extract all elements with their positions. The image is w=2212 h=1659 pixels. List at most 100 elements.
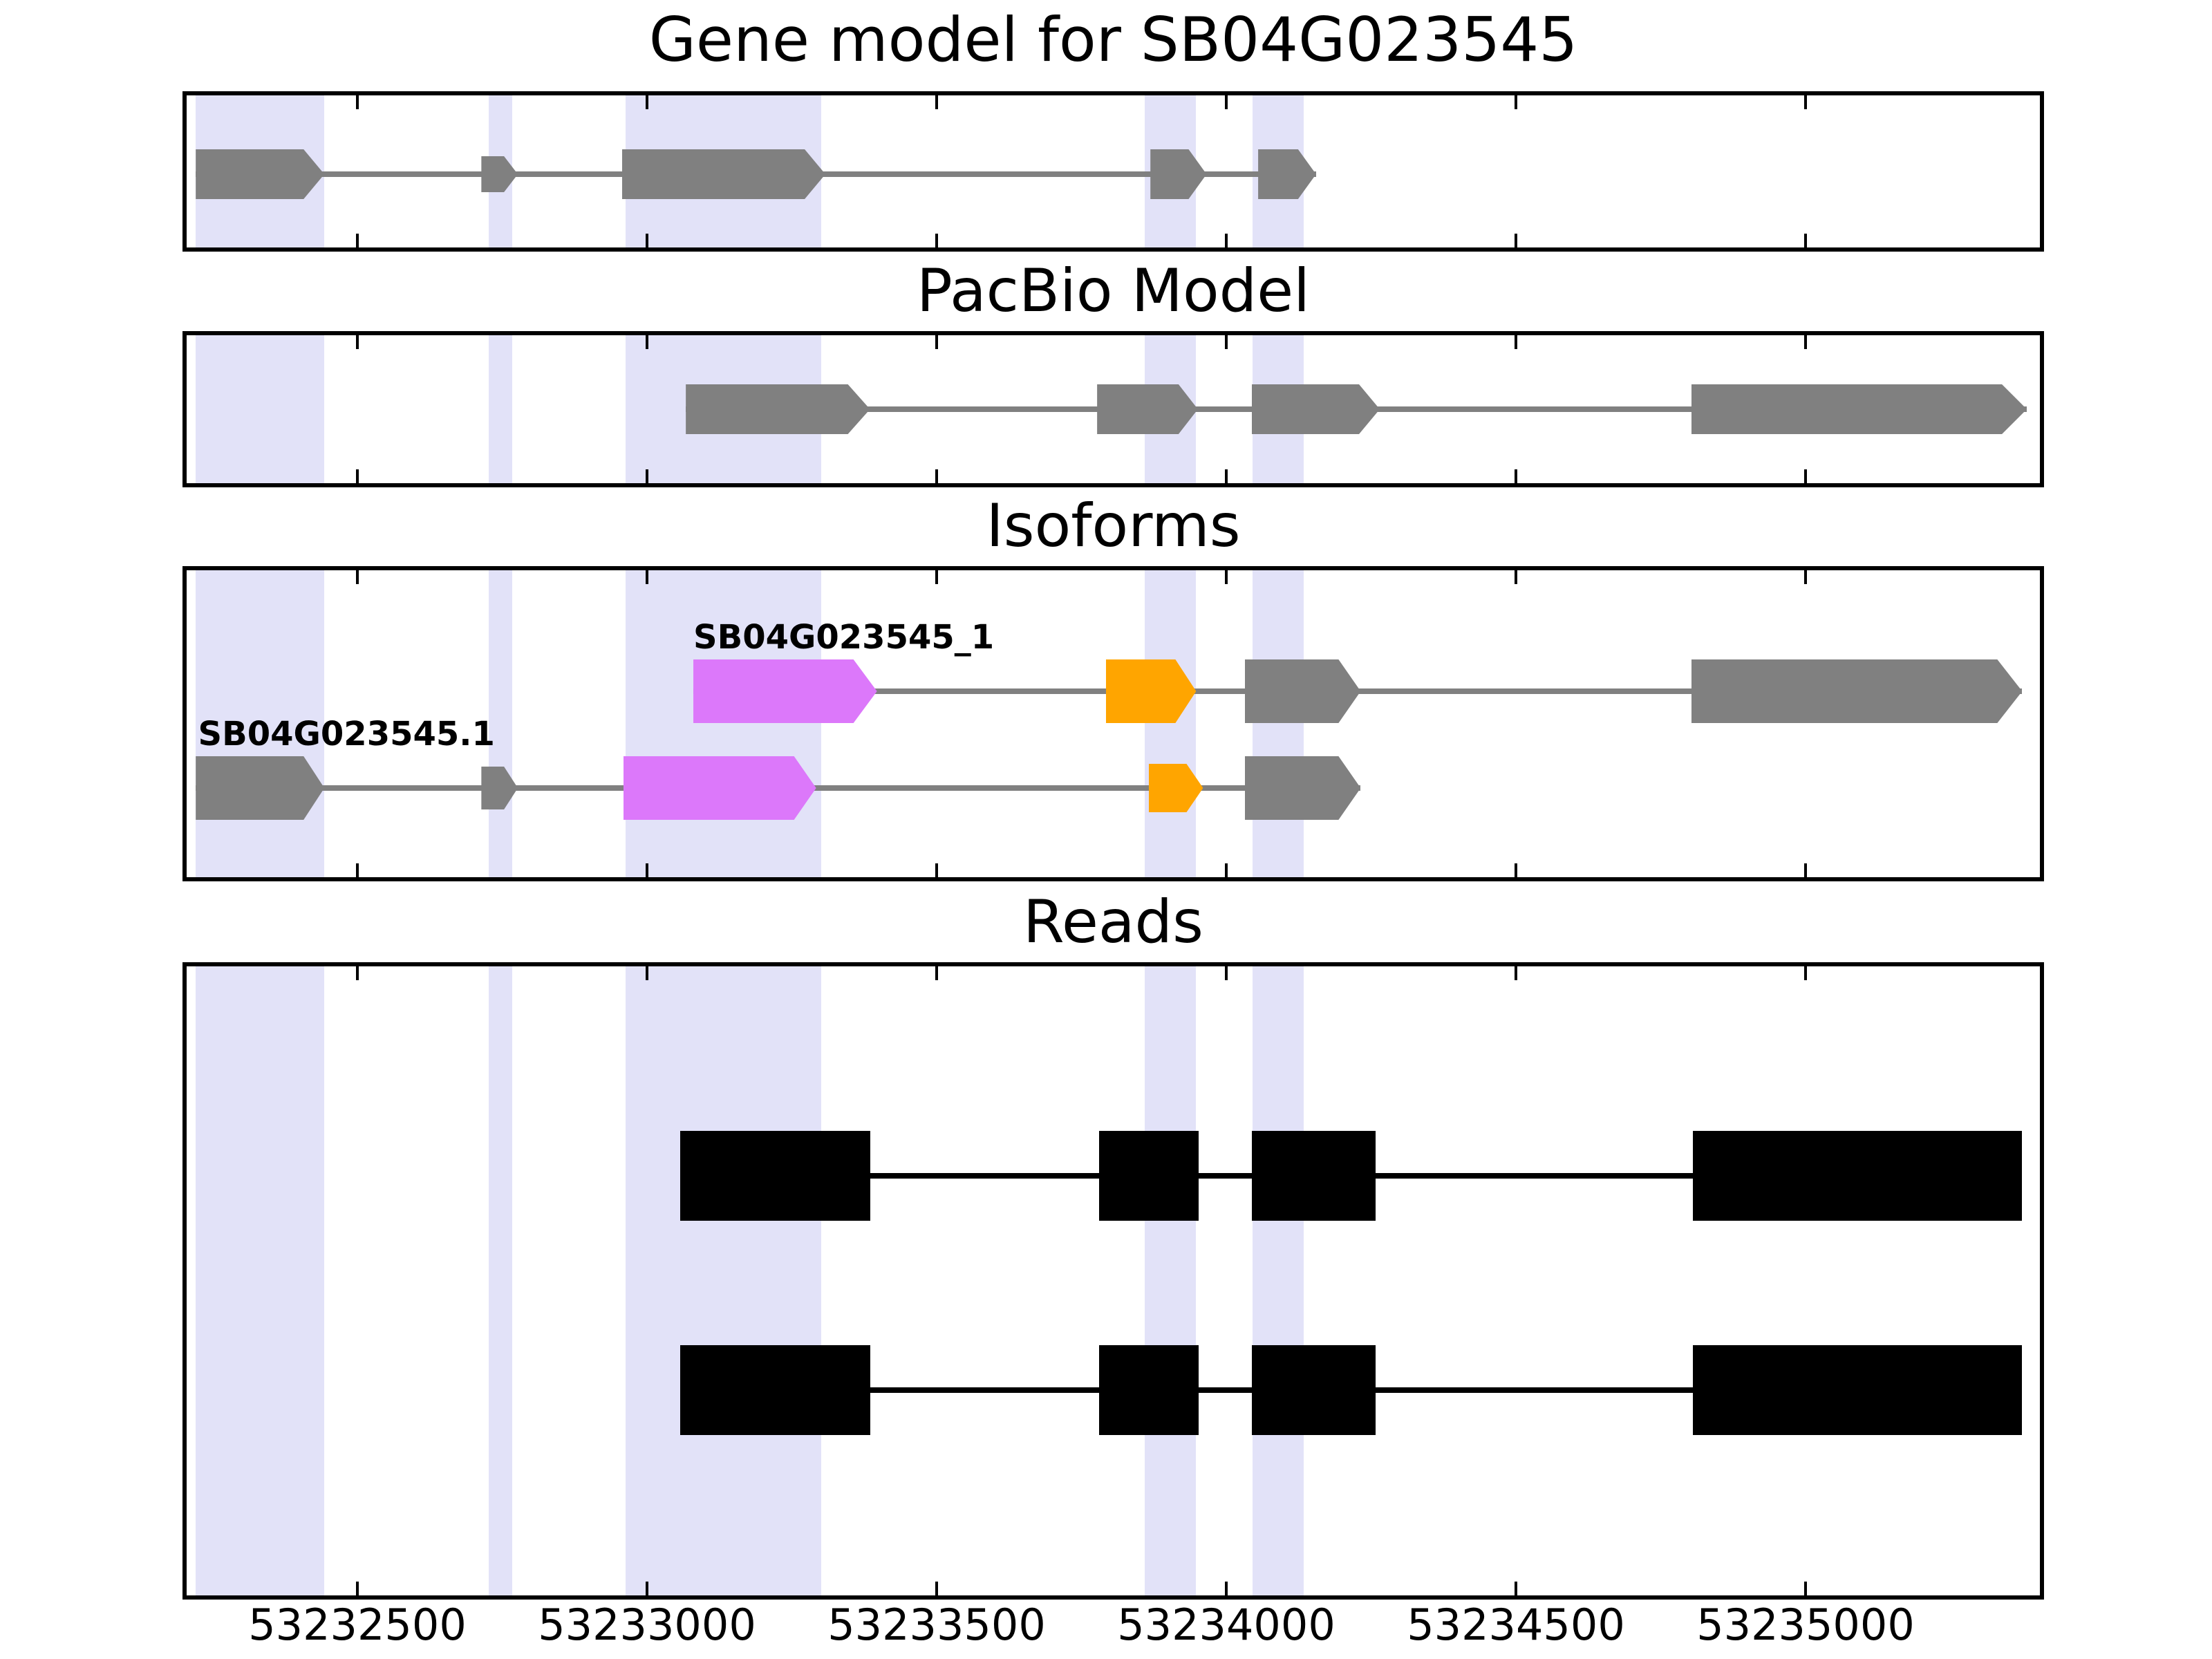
highlight-band-5 <box>1252 570 1304 877</box>
highlight-band-1 <box>196 335 325 483</box>
read-block-reads-r1-1 <box>679 1131 870 1221</box>
x-tick-label-53234500: 53234500 <box>1407 1600 1625 1650</box>
axis-tick-bottom <box>1804 234 1807 247</box>
axis-tick-bottom <box>646 234 648 247</box>
axis-tick-bottom <box>1515 1582 1517 1595</box>
axis-tick-bottom <box>356 1582 359 1595</box>
read-block-reads-r1-4 <box>1692 1131 2023 1221</box>
axis-tick-top <box>1515 570 1517 584</box>
axis-tick-top <box>1225 966 1228 980</box>
panel-title-pacbio-model: PacBio Model <box>916 256 1311 326</box>
axis-tick-bottom <box>1225 863 1228 877</box>
panel-pacbio-model <box>182 331 2044 487</box>
highlight-band-4 <box>1144 966 1197 1595</box>
axis-tick-top <box>356 335 359 349</box>
highlight-band-2 <box>489 335 512 483</box>
axis-tick-top <box>1515 335 1517 349</box>
axis-tick-bottom <box>1804 863 1807 877</box>
panel-title-reads: Reads <box>1023 888 1203 957</box>
axis-tick-bottom <box>1515 863 1517 877</box>
axis-tick-top <box>935 335 938 349</box>
axis-tick-bottom <box>646 863 648 877</box>
axis-tick-bottom <box>935 863 938 877</box>
axis-tick-top <box>646 335 648 349</box>
exon-arrow-isoforms-r1-4 <box>1691 659 2023 723</box>
axis-tick-bottom <box>1804 469 1807 483</box>
axis-tick-bottom <box>1225 469 1228 483</box>
exon-arrow-isoforms-r1-2 <box>1105 659 1197 723</box>
exon-arrow-pacbio-model-r1-2 <box>1097 384 1198 434</box>
axis-tick-bottom <box>1225 1582 1228 1595</box>
axis-tick-bottom <box>935 1582 938 1595</box>
exon-arrow-pacbio-model-r1-1 <box>686 384 870 434</box>
axis-tick-top <box>646 966 648 980</box>
exon-arrow-gene-model-r1-1 <box>196 149 325 199</box>
exon-arrow-isoforms-r2-3 <box>623 756 816 820</box>
axis-tick-bottom <box>935 469 938 483</box>
highlight-band-2 <box>489 966 512 1595</box>
isoform-label: SB04G023545.1 <box>198 715 495 753</box>
exon-arrow-pacbio-model-r1-3 <box>1251 384 1380 434</box>
exon-arrow-isoforms-r1-1 <box>693 659 877 723</box>
axis-tick-bottom <box>356 469 359 483</box>
exon-arrow-isoforms-r1-3 <box>1244 659 1361 723</box>
axis-tick-top <box>935 570 938 584</box>
axis-tick-bottom <box>356 234 359 247</box>
axis-tick-bottom <box>1225 234 1228 247</box>
read-block-reads-r1-3 <box>1251 1131 1376 1221</box>
axis-tick-top <box>1225 570 1228 584</box>
isoform-label: SB04G023545_1 <box>693 618 995 657</box>
panel-title-isoforms: Isoforms <box>986 491 1241 561</box>
axis-tick-top <box>935 966 938 980</box>
panel-isoforms: SB04G023545_1 SB04G023545.1 <box>182 566 2044 881</box>
x-tick-label-53235000: 53235000 <box>1696 1600 1915 1650</box>
read-block-reads-r1-2 <box>1098 1131 1199 1221</box>
read-block-reads-r2-2 <box>1098 1345 1199 1435</box>
x-tick-label-53233500: 53233500 <box>827 1600 1046 1650</box>
highlight-band-5 <box>1252 966 1304 1595</box>
axis-tick-top <box>646 95 648 109</box>
highlight-band-1 <box>196 966 325 1595</box>
exon-arrow-gene-model-r1-4 <box>1150 149 1207 199</box>
exon-arrow-gene-model-r1-2 <box>481 156 518 192</box>
axis-tick-top <box>1804 570 1807 584</box>
axis-tick-bottom <box>1515 469 1517 483</box>
highlight-band-4 <box>1144 570 1197 877</box>
read-block-reads-r2-3 <box>1251 1345 1376 1435</box>
axis-tick-bottom <box>646 469 648 483</box>
axis-tick-top <box>1804 966 1807 980</box>
read-block-reads-r2-4 <box>1692 1345 2023 1435</box>
axis-tick-top <box>1804 335 1807 349</box>
exon-arrow-isoforms-r2-2 <box>481 767 518 809</box>
axis-tick-top <box>356 966 359 980</box>
axis-tick-top <box>1225 95 1228 109</box>
exon-arrow-pacbio-model-r1-4 <box>1691 384 2027 434</box>
x-tick-label-53234000: 53234000 <box>1117 1600 1335 1650</box>
axis-tick-top <box>646 570 648 584</box>
axis-tick-bottom <box>646 1582 648 1595</box>
axis-tick-top <box>1225 335 1228 349</box>
panel-reads <box>182 962 2044 1600</box>
highlight-band-3 <box>625 570 822 877</box>
highlight-band-3 <box>625 966 822 1595</box>
highlight-band-2 <box>489 570 512 877</box>
exon-arrow-gene-model-r1-5 <box>1258 149 1316 199</box>
exon-arrow-isoforms-r2-5 <box>1244 756 1361 820</box>
panel-title-gene-model: Gene model for SB04G023545 <box>648 4 1578 75</box>
panel-gene-model <box>182 91 2044 252</box>
axis-tick-bottom <box>935 234 938 247</box>
x-tick-label-53232500: 53232500 <box>248 1600 467 1650</box>
axis-tick-top <box>356 570 359 584</box>
axis-tick-top <box>1515 95 1517 109</box>
axis-tick-top <box>1515 966 1517 980</box>
axis-tick-top <box>1804 95 1807 109</box>
axis-tick-top <box>356 95 359 109</box>
highlight-band-1 <box>196 570 325 877</box>
exon-arrow-gene-model-r1-3 <box>621 149 826 199</box>
read-block-reads-r2-1 <box>679 1345 870 1435</box>
axis-tick-bottom <box>1804 1582 1807 1595</box>
axis-tick-bottom <box>356 863 359 877</box>
axis-tick-bottom <box>1515 234 1517 247</box>
axis-tick-top <box>935 95 938 109</box>
